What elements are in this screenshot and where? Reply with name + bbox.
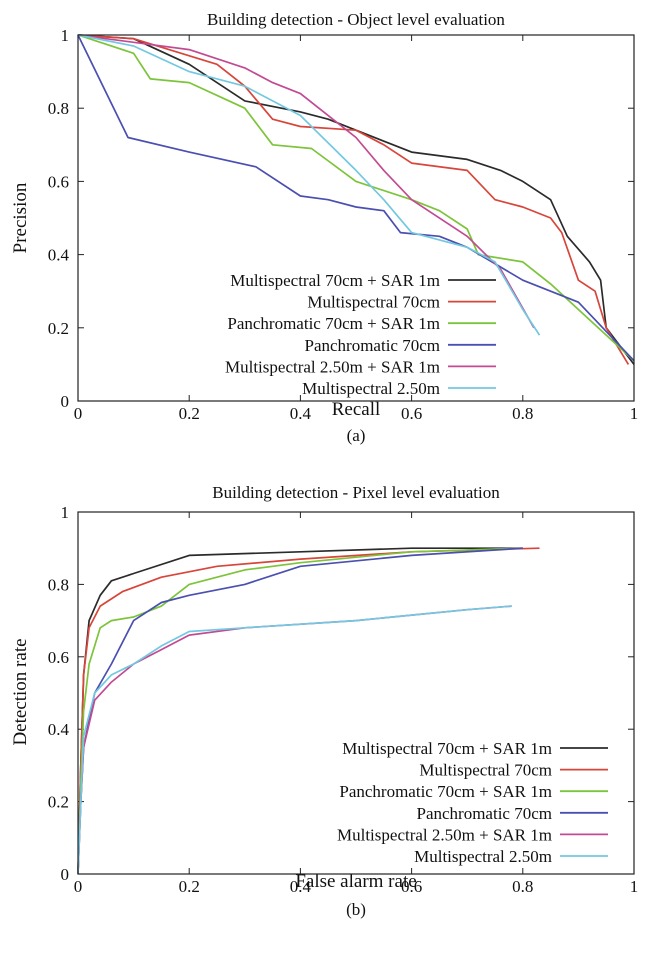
- chart-b-legend-label-multispectral-70cm-sar-1m: Multispectral 70cm + SAR 1m: [342, 739, 552, 758]
- chart-a-legend-label-multispectral-70cm: Multispectral 70cm: [307, 293, 440, 312]
- chart-a-x-tick-label: 0.6: [401, 404, 422, 423]
- chart-a-y-tick-label: 0.6: [48, 172, 69, 191]
- chart-b-series-line-multispectral-70cm: [77, 547, 540, 875]
- chart-a-x-tick-label: 1: [630, 404, 639, 423]
- chart-a-plot-frame: [77, 34, 635, 402]
- chart-a-series-line-panchromatic-70cm: [77, 34, 635, 362]
- chart-b-title: Building detection - Pixel level evaluat…: [212, 483, 500, 502]
- chart-b-series-line-panchromatic-70cm-sar-1m: [77, 547, 523, 875]
- chart-a-series-line-multispectral-2-50m: [77, 34, 541, 336]
- chart-b-x-axis-label: False alarm rate: [295, 871, 416, 892]
- chart-a-y-tick-label: 0: [61, 392, 70, 411]
- chart-b-x-tick-label: 0: [74, 877, 83, 896]
- chart-a-y-tick-label: 0.4: [48, 246, 70, 265]
- chart-b-x-tick-label: 0.8: [512, 877, 533, 896]
- chart-b-legend-label-panchromatic-70cm: Panchromatic 70cm: [417, 804, 553, 823]
- chart-a-y-tick-label: 0.8: [48, 99, 69, 118]
- chart-a-x-tick-label: 0: [74, 404, 83, 423]
- chart-b-legend-label-multispectral-2-50m: Multispectral 2.50m: [414, 847, 552, 866]
- chart-b-y-tick-label: 0.8: [48, 575, 69, 594]
- chart-a-series-lines: [77, 34, 635, 365]
- chart-a: Building detection - Object level evalua…: [10, 10, 638, 445]
- chart-a-y-tick-label: 1: [61, 26, 70, 45]
- chart-b-y-tick-label: 0.6: [48, 648, 69, 667]
- chart-b-y-tick-label: 1: [61, 503, 70, 522]
- chart-b-y-tick-label: 0: [61, 865, 70, 884]
- chart-b-ticks: 0 0.2 0.4 0.6 0.8 1 0 0.2 0.4 0.6 0.8 1: [48, 503, 639, 896]
- chart-b-legend-label-multispectral-2-50m-sar-1m: Multispectral 2.50m + SAR 1m: [337, 825, 552, 844]
- chart-a-legend-label-multispectral-70cm-sar-1m: Multispectral 70cm + SAR 1m: [230, 271, 440, 290]
- chart-a-series-line-panchromatic-70cm-sar-1m: [77, 34, 635, 362]
- chart-a-ticks: 0 0.2 0.4 0.6 0.8 1 0 0.2 0.4 0.6 0.8 1: [48, 26, 639, 423]
- chart-b-x-tick-label: 0.2: [179, 877, 200, 896]
- chart-b-legend-label-multispectral-70cm: Multispectral 70cm: [419, 761, 552, 780]
- chart-b-caption: (b): [346, 900, 366, 919]
- chart-b-y-tick-label: 0.2: [48, 793, 69, 812]
- chart-a-legend: Multispectral 70cm + SAR 1m Multispectral…: [225, 271, 496, 398]
- chart-b-series-lines: [77, 547, 540, 875]
- chart-b-plot-frame: [77, 511, 635, 875]
- chart-b-x-tick-label: 1: [630, 877, 639, 896]
- chart-b-legend: Multispectral 70cm + SAR 1m Multispectral…: [337, 739, 608, 866]
- chart-b-series-line-multispectral-2-50m: [77, 605, 512, 875]
- chart-a-x-axis-label: Recall: [332, 399, 381, 420]
- chart-a-legend-label-multispectral-2-50m: Multispectral 2.50m: [302, 379, 440, 398]
- chart-b: Building detection - Pixel level evaluat…: [10, 483, 638, 919]
- chart-a-series-line-multispectral-70cm: [77, 34, 630, 365]
- chart-a-caption: (a): [347, 426, 366, 445]
- chart-a-y-axis-label: Precision: [10, 182, 31, 253]
- chart-a-x-tick-label: 0.8: [512, 404, 533, 423]
- chart-a-x-tick-label: 0.4: [290, 404, 312, 423]
- chart-a-x-tick-label: 0.2: [179, 404, 200, 423]
- chart-a-legend-label-multispectral-2-50m-sar-1m: Multispectral 2.50m + SAR 1m: [225, 357, 440, 376]
- chart-a-legend-label-panchromatic-70cm: Panchromatic 70cm: [305, 336, 441, 355]
- chart-b-x-tick-label: 0.6: [401, 877, 422, 896]
- chart-b-x-tick-label: 0.4: [290, 877, 312, 896]
- chart-b-y-tick-label: 0.4: [48, 720, 70, 739]
- chart-b-y-axis-label: Detection rate: [10, 638, 31, 745]
- chart-a-title: Building detection - Object level evalua…: [207, 10, 505, 29]
- chart-a-series-line-multispectral-70cm-sar-1m: [77, 34, 635, 365]
- chart-b-legend-label-panchromatic-70cm-sar-1m: Panchromatic 70cm + SAR 1m: [339, 782, 552, 801]
- chart-a-series-line-multispectral-2-50m-sar-1m: [77, 34, 535, 329]
- chart-a-legend-label-panchromatic-70cm-sar-1m: Panchromatic 70cm + SAR 1m: [227, 314, 440, 333]
- chart-a-y-tick-label: 0.2: [48, 319, 69, 338]
